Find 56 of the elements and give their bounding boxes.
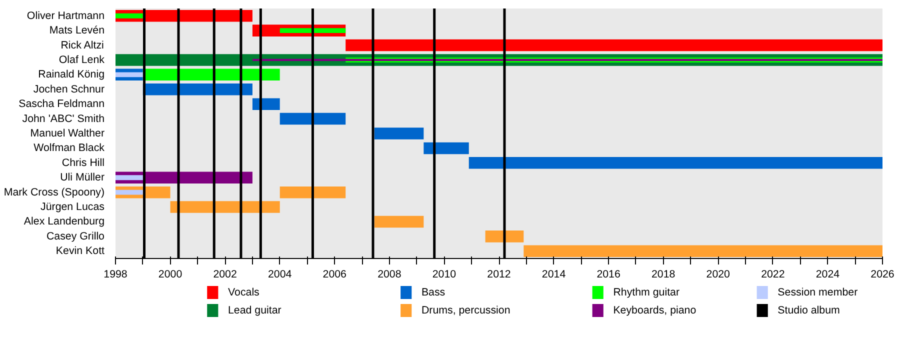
bar	[116, 13, 143, 18]
y-tick-label: Wolfman Black	[34, 142, 106, 154]
x-tick-label: 2004	[268, 268, 292, 280]
x-tick-label: 2012	[487, 268, 511, 280]
y-tick-label: Oliver Hartmann	[26, 10, 105, 22]
y-tick-label: Rainald König	[38, 68, 105, 81]
y-tick-label: Mark Cross (Spoony)	[4, 186, 105, 198]
y-tick-label: Kevin Kott	[56, 245, 105, 258]
y-tick-label: Jochen Schnur	[33, 83, 105, 96]
bar	[374, 216, 424, 228]
bar	[280, 112, 346, 125]
bar	[485, 230, 524, 242]
x-tick-label: 1998	[104, 268, 128, 280]
legend-label: Studio album	[778, 304, 840, 316]
y-tick-label: Olaf Lenk	[58, 54, 106, 66]
bar	[116, 175, 143, 180]
x-tick-label: 2024	[816, 268, 840, 280]
bar	[346, 39, 882, 52]
y-tick-label: Chris Hill	[62, 156, 104, 169]
y-tick-label: Uli Müller	[60, 172, 105, 184]
y-tick-label: John 'ABC' Smith	[22, 112, 105, 125]
legend-label: Keyboards, piano	[613, 304, 696, 316]
bar	[280, 28, 346, 34]
bar	[170, 201, 280, 213]
x-tick-label: 2014	[542, 268, 566, 280]
x-tick-label: 2022	[761, 268, 785, 280]
x-tick-label: 2026	[870, 268, 894, 280]
x-tick-label: 2000	[158, 268, 182, 280]
bar	[524, 245, 882, 258]
legend-label: Session member	[778, 286, 858, 298]
legend-label: Drums, percussion	[421, 304, 510, 316]
legend-label: Lead guitar	[228, 304, 282, 316]
legend-label: Bass	[421, 286, 446, 298]
bar	[280, 186, 346, 198]
legend-label: Rhythm guitar	[613, 286, 680, 298]
y-tick-label: Rick Altzi	[60, 39, 104, 52]
y-tick-label: Manuel Walther	[30, 128, 105, 140]
x-tick-label: 2010	[432, 268, 456, 280]
bar	[468, 157, 882, 169]
bar	[424, 142, 469, 154]
x-tick-label: 2018	[652, 268, 676, 280]
bar	[116, 72, 143, 78]
y-tick-label: Jürgen Lucas	[40, 201, 105, 214]
x-tick-label: 2006	[322, 268, 347, 280]
y-tick-label: Mats Levén	[49, 24, 105, 37]
bar	[374, 128, 424, 140]
y-tick-label: Sascha Feldmann	[18, 98, 105, 110]
y-tick-label: Casey Grillo	[46, 230, 105, 242]
x-tick-label: 2002	[213, 268, 237, 280]
legend-label: Vocals	[228, 286, 260, 298]
y-tick-label: Alex Landenburg	[24, 216, 105, 228]
x-tick-label: 2020	[706, 268, 730, 280]
bar	[142, 84, 252, 96]
x-tick-label: 2008	[378, 268, 402, 280]
x-tick-label: 2016	[596, 268, 620, 280]
bar	[116, 190, 143, 195]
